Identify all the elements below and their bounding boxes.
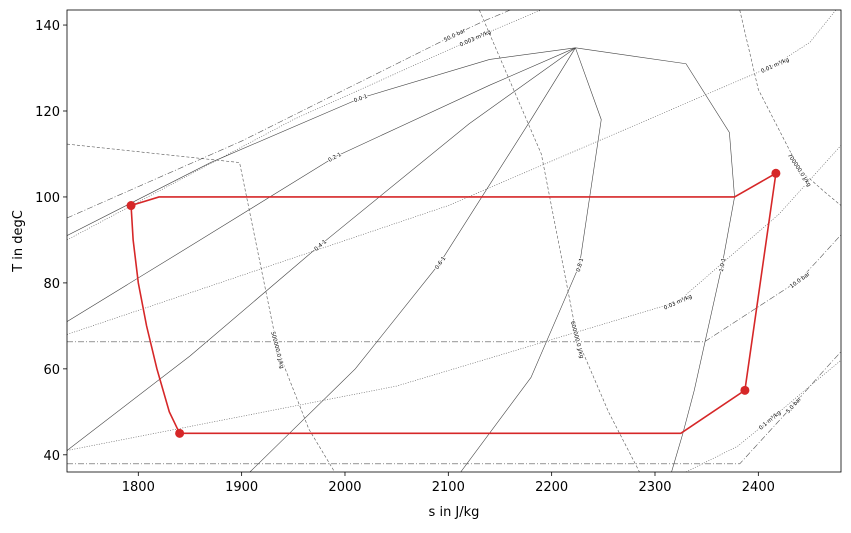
x-tick-label: 1900 [225, 480, 258, 495]
isoline [249, 47, 576, 472]
isoline [67, 10, 542, 241]
state-point [175, 428, 185, 438]
isoline [67, 351, 841, 465]
state-point [126, 201, 136, 211]
isoline-label: 0.8 1 [576, 258, 585, 273]
state-point [740, 385, 750, 395]
isoline [67, 47, 576, 451]
axes-frame [66, 9, 842, 473]
y-tick-label: 100 [35, 191, 60, 206]
y-tick-label: 120 [35, 105, 60, 120]
y-tick-label: 40 [43, 449, 60, 464]
y-tick-label: 60 [43, 363, 60, 378]
x-tick-label: 2200 [535, 480, 568, 495]
isoline [67, 47, 576, 236]
y-tick-label: 80 [43, 277, 60, 292]
isoline [67, 143, 335, 472]
x-axis-label: s in J/kg [429, 505, 480, 520]
x-tick-label: 2100 [432, 480, 465, 495]
isoline [685, 360, 841, 472]
isoline [67, 10, 837, 335]
isoline [739, 10, 841, 206]
isoline-label: 1.0 1 [719, 258, 728, 273]
isoline [460, 47, 602, 472]
isoline [479, 10, 640, 472]
x-tick-label: 2300 [638, 480, 671, 495]
isoline [67, 234, 841, 343]
y-tick-label: 140 [35, 19, 60, 34]
isoline [67, 47, 576, 322]
y-axis-label: T in degC [11, 210, 26, 273]
isoline [575, 47, 735, 472]
x-tick-label: 1800 [122, 480, 155, 495]
state-point [771, 168, 781, 178]
x-tick-label: 2000 [328, 480, 361, 495]
x-tick-label: 2400 [742, 480, 775, 495]
